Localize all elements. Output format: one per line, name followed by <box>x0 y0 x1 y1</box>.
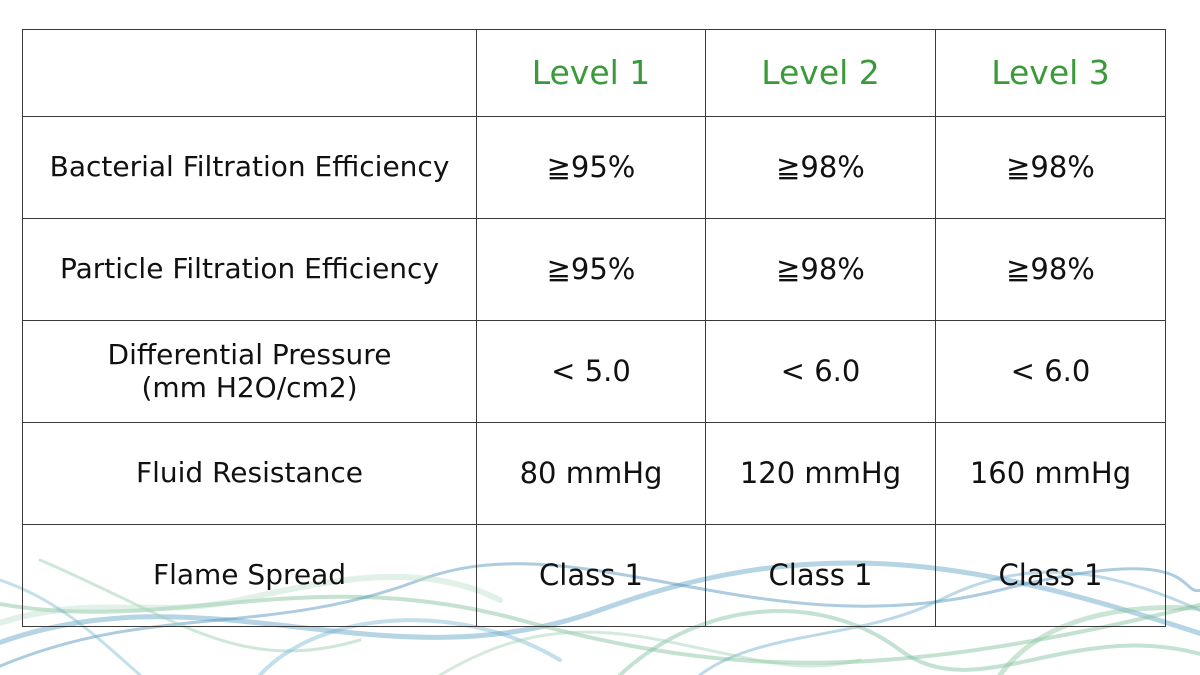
row-label-text: Differential Pressure <box>107 338 392 372</box>
table-cell: < 6.0 <box>935 320 1166 423</box>
table-cell: ≧98% <box>705 116 936 219</box>
table-row: Differential Pressure (mm H2O/cm2) < 5.0… <box>22 320 1166 423</box>
table-cell: 160 mmHg <box>935 422 1166 525</box>
table-row: Flame Spread Class 1 Class 1 Class 1 <box>22 524 1166 627</box>
table-row: Bacterial Filtration Efficiency ≧95% ≧98… <box>22 116 1166 219</box>
row-label-flame-spread: Flame Spread <box>22 524 477 627</box>
row-label-bacterial-filtration-efficiency: Bacterial Filtration Efficiency <box>22 116 477 219</box>
row-label-differential-pressure: Differential Pressure (mm H2O/cm2) <box>22 320 477 423</box>
specifications-table: Level 1 Level 2 Level 3 Bacterial Filtra… <box>22 29 1166 627</box>
level-3-heading: Level 3 <box>935 29 1166 117</box>
table-cell: ≧98% <box>705 218 936 321</box>
table-cell: 120 mmHg <box>705 422 936 525</box>
table-row: Particle Filtration Efficiency ≧95% ≧98%… <box>22 218 1166 321</box>
table-cell: Class 1 <box>476 524 706 627</box>
table-cell: ≧95% <box>476 218 706 321</box>
table-header-row: Level 1 Level 2 Level 3 <box>22 29 1166 117</box>
level-1-heading: Level 1 <box>476 29 706 117</box>
table-cell: < 6.0 <box>705 320 936 423</box>
row-label-text: Particle Filtration Efficiency <box>59 252 440 286</box>
row-label-text: Flame Spread <box>152 558 347 592</box>
table-cell: ≧95% <box>476 116 706 219</box>
level-2-heading: Level 2 <box>705 29 936 117</box>
table-cell: ≧98% <box>935 116 1166 219</box>
row-label-fluid-resistance: Fluid Resistance <box>22 422 477 525</box>
table-cell: < 5.0 <box>476 320 706 423</box>
row-label-unit-text: (mm H2O/cm2) <box>141 370 358 404</box>
table-cell: Class 1 <box>935 524 1166 627</box>
row-label-particle-filtration-efficiency: Particle Filtration Efficiency <box>22 218 477 321</box>
table-corner-cell <box>22 29 477 117</box>
table-cell: 80 mmHg <box>476 422 706 525</box>
table-cell: ≧98% <box>935 218 1166 321</box>
row-label-text: Fluid Resistance <box>136 456 363 490</box>
table-row: Fluid Resistance 80 mmHg 120 mmHg 160 mm… <box>22 422 1166 525</box>
row-label-text: Bacterial Filtration Efficiency <box>49 150 450 184</box>
table-cell: Class 1 <box>705 524 936 627</box>
